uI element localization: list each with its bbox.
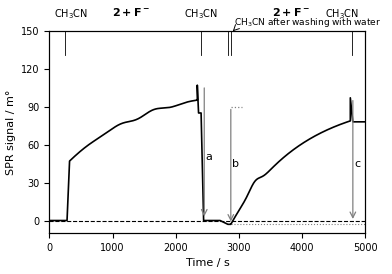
Text: c: c xyxy=(354,159,360,169)
Text: CH$_3$CN after washing with water: CH$_3$CN after washing with water xyxy=(234,16,381,30)
Text: b: b xyxy=(232,159,239,169)
X-axis label: Time / s: Time / s xyxy=(185,258,229,269)
Text: CH$_3$CN: CH$_3$CN xyxy=(184,7,218,21)
Text: CH$_3$CN: CH$_3$CN xyxy=(54,7,89,21)
Text: $\mathbf{2+F^-}$: $\mathbf{2+F^-}$ xyxy=(113,6,151,18)
Text: $\mathbf{2+F^-}$: $\mathbf{2+F^-}$ xyxy=(272,6,310,18)
Y-axis label: SPR signal / m°: SPR signal / m° xyxy=(5,89,16,175)
Text: a: a xyxy=(205,152,212,162)
Text: CH$_3$CN: CH$_3$CN xyxy=(325,7,359,21)
